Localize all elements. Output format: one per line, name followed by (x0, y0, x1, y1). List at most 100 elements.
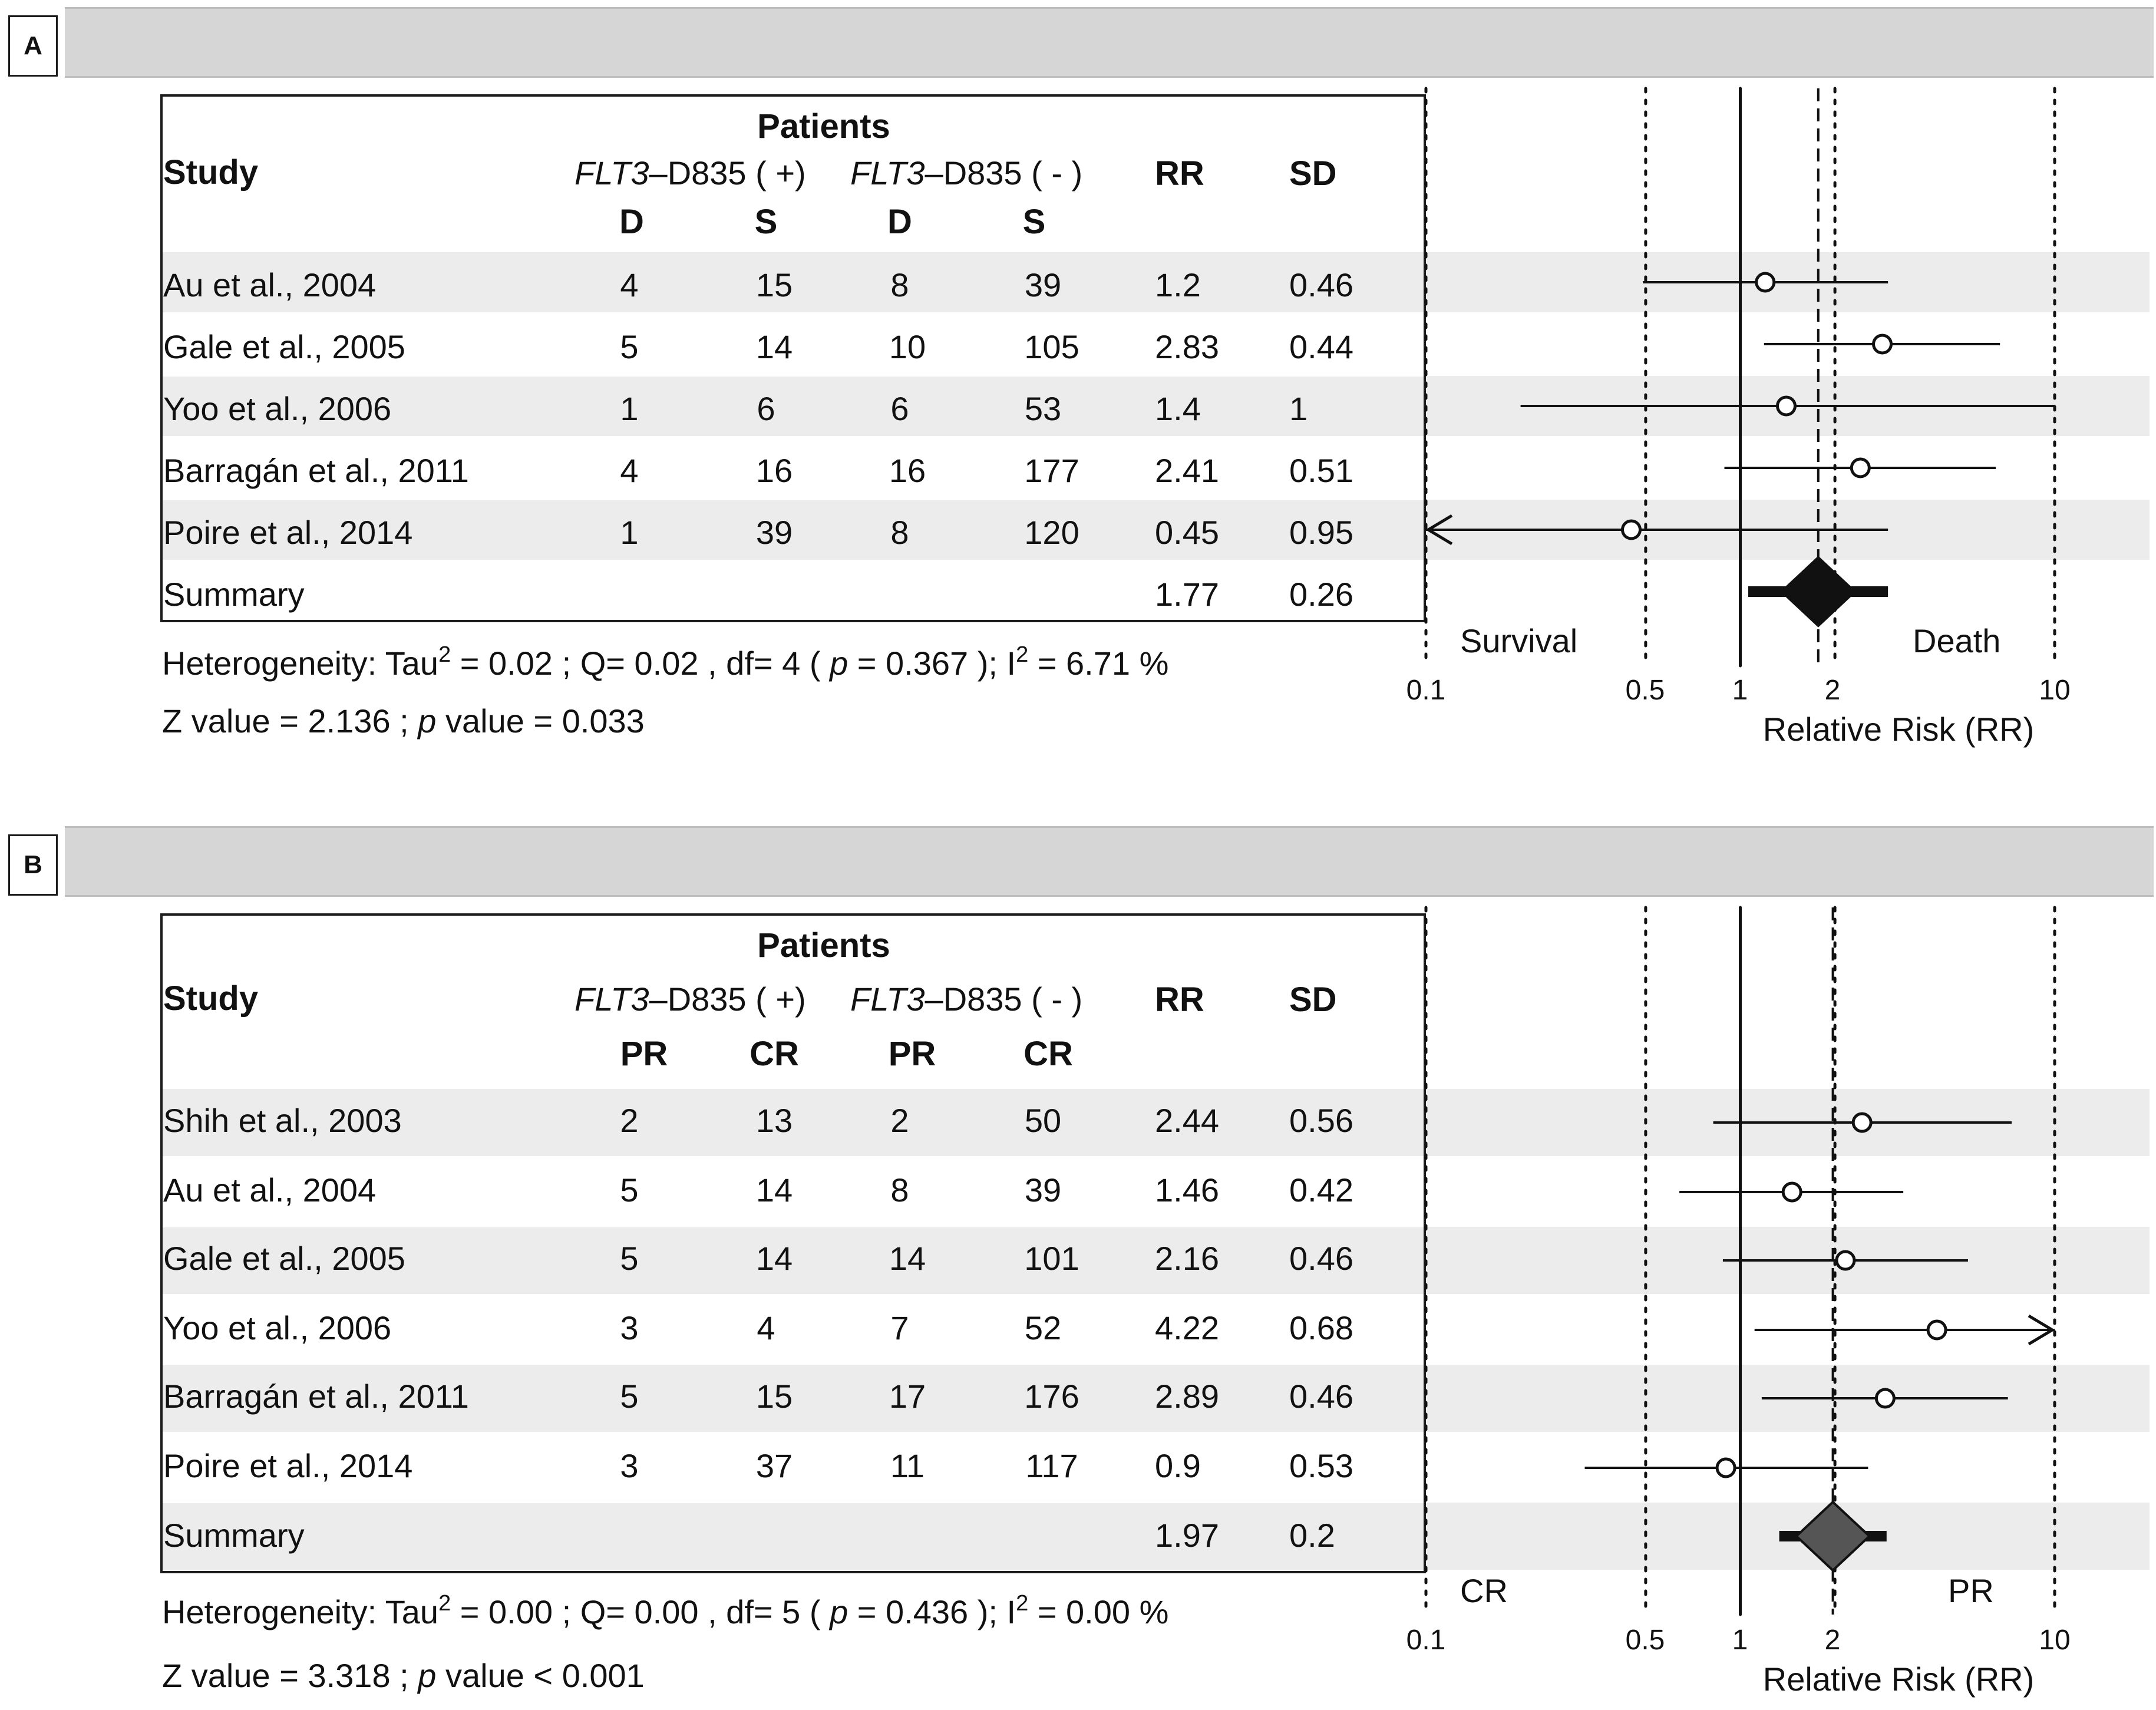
rr-value: 2.41 (1155, 452, 1219, 489)
summary-diamond (1779, 556, 1857, 628)
point-estimate (1874, 1388, 1896, 1409)
heterogeneity-text: Heterogeneity: Tau2 = 0.02 ; Q= 0.02 , d… (162, 642, 1169, 682)
cell: 6 (890, 390, 909, 427)
sd-value: 0.42 (1289, 1171, 1353, 1209)
cell: 5 (620, 1378, 639, 1415)
group-positive-header: FLT3–D835 ( +) (575, 154, 806, 192)
cell: 15 (755, 266, 793, 303)
left-direction-label: CR (1460, 1572, 1508, 1609)
rr-value: 1.4 (1155, 390, 1201, 427)
cell: 4 (757, 1309, 775, 1346)
cell: 4 (620, 452, 639, 489)
study-name: Yoo et al., 2006 (163, 390, 392, 427)
sd-value: 0.46 (1289, 1240, 1353, 1277)
study-header: Study (163, 153, 259, 192)
z-value-text: Z value = 3.318 ; p value < 0.001 (162, 1657, 645, 1694)
summary-sd: 0.2 (1289, 1517, 1335, 1554)
rr-header: RR (1155, 981, 1204, 1019)
panel-a: A Patients Study FLT3–D835 ( +) FLT3–D83… (0, 0, 2156, 790)
sd-header: SD (1289, 154, 1337, 193)
cell: 39 (1024, 266, 1062, 303)
sd-value: 0.56 (1289, 1102, 1353, 1139)
group-negative-header: FLT3–D835 ( - ) (850, 981, 1083, 1018)
panel-b: B Patients Study FLT3–D835 ( +) FLT3–D83… (0, 819, 2156, 1710)
cell: 3 (620, 1309, 639, 1346)
sub-header: D (887, 203, 912, 241)
summary-sd: 0.26 (1289, 576, 1353, 613)
cell: 8 (890, 514, 909, 551)
cell: 16 (755, 452, 793, 489)
study-name: Poire et al., 2014 (163, 514, 413, 551)
summary-diamond (1794, 1500, 1871, 1572)
summary-rr: 1.97 (1155, 1517, 1219, 1554)
sd-value: 1 (1289, 390, 1308, 427)
tick-label: 1 (1732, 1625, 1748, 1656)
cell: 4 (620, 266, 639, 303)
rr-value: 2.44 (1155, 1102, 1219, 1139)
cell: 120 (1024, 514, 1079, 551)
x-axis-label: Relative Risk (RR) (1762, 1661, 2035, 1698)
sd-value: 0.53 (1289, 1447, 1353, 1484)
cell: 176 (1024, 1378, 1079, 1415)
point-estimate (1781, 1181, 1802, 1203)
cell: 17 (889, 1378, 926, 1415)
panel-label: A (8, 15, 58, 77)
cell: 5 (620, 328, 639, 365)
cell: 3 (620, 1447, 639, 1484)
study-name: Yoo et al., 2006 (163, 1309, 392, 1346)
cell: 117 (1025, 1447, 1078, 1484)
cell: 13 (755, 1102, 793, 1139)
sd-header: SD (1289, 981, 1337, 1019)
rr-value: 1.2 (1155, 266, 1201, 303)
sub-header: D (619, 203, 644, 241)
cell: 2 (620, 1102, 639, 1139)
study-name: Gale et al., 2005 (163, 1240, 405, 1277)
sub-header: PR (620, 1035, 668, 1073)
x-axis-label: Relative Risk (RR) (1762, 711, 2035, 748)
cell: 16 (889, 452, 926, 489)
sd-value: 0.44 (1289, 328, 1353, 365)
tick-label: 1 (1732, 675, 1748, 706)
cell: 14 (755, 328, 793, 365)
study-name: Barragán et al., 2011 (163, 1378, 469, 1415)
summary-label: Summary (163, 1517, 305, 1554)
point-estimate (1872, 334, 1893, 355)
rr-value: 2.83 (1155, 328, 1219, 365)
cell: 39 (755, 514, 793, 551)
patients-header: Patients (757, 107, 890, 146)
cell: 1 (620, 514, 639, 551)
tick-label: 0.5 (1625, 1625, 1665, 1656)
point-estimate (1835, 1250, 1856, 1271)
cell: 5 (620, 1240, 639, 1277)
cell: 7 (890, 1309, 909, 1346)
cell: 5 (620, 1171, 639, 1209)
ci-arrow-left (1425, 514, 1453, 546)
cell: 39 (1024, 1171, 1062, 1209)
tick-label: 2 (1824, 675, 1841, 706)
summary-rr: 1.77 (1155, 576, 1219, 613)
tick-label: 0.1 (1406, 675, 1446, 706)
sd-value: 0.68 (1289, 1309, 1353, 1346)
rr-header: RR (1155, 154, 1204, 193)
cell: 14 (889, 1240, 926, 1277)
cell: 15 (755, 1378, 793, 1415)
cell: 8 (890, 1171, 909, 1209)
right-direction-label: PR (1948, 1572, 1994, 1609)
cell: 50 (1024, 1102, 1062, 1139)
cell: 52 (1024, 1309, 1062, 1346)
left-direction-label: Survival (1460, 622, 1578, 659)
point-estimate (1715, 1457, 1736, 1478)
sub-header: S (1022, 203, 1046, 241)
panel-title-bar (65, 7, 2154, 78)
rr-value: 4.22 (1155, 1309, 1219, 1346)
point-estimate (1755, 272, 1776, 293)
cell: 177 (1024, 452, 1079, 489)
sub-header: CR (750, 1035, 799, 1073)
ci-arrow-right (2028, 1314, 2055, 1346)
cell: 10 (889, 328, 926, 365)
point-estimate (1926, 1319, 1947, 1341)
tick-label: 0.5 (1625, 675, 1665, 706)
tick-label: 10 (2039, 675, 2071, 706)
cell: 14 (755, 1240, 793, 1277)
point-estimate (1851, 1112, 1873, 1133)
